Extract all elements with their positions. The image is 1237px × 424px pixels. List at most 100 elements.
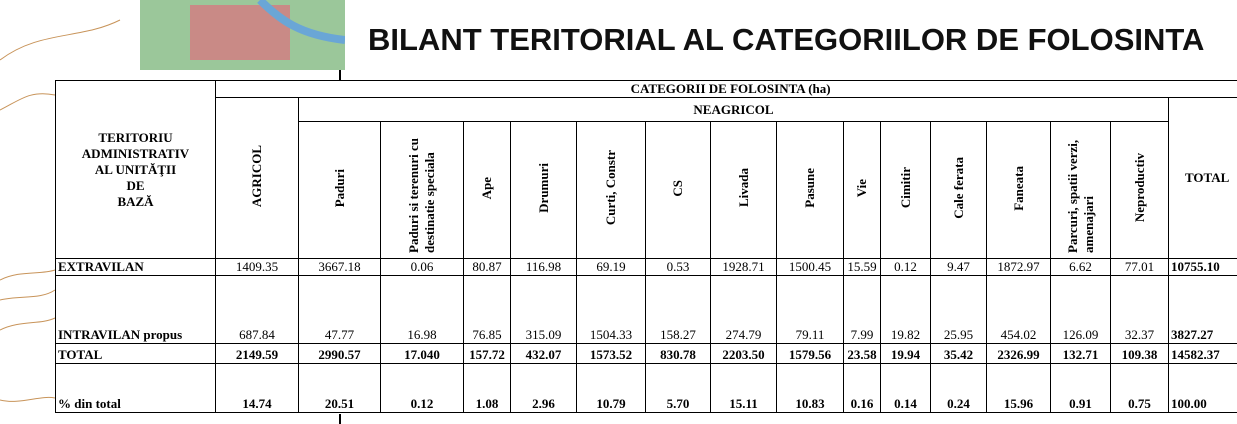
- cell: 0.06: [381, 259, 464, 276]
- cell: 0.16: [844, 364, 881, 413]
- cell: 9.47: [931, 259, 987, 276]
- column-header-text: TOTAL: [1185, 170, 1229, 185]
- cell: 7.99: [844, 276, 881, 344]
- cell: 20.51: [299, 364, 381, 413]
- column-header: Pasune: [777, 122, 844, 259]
- column-header-text: Vie: [854, 179, 870, 197]
- cell: 15.59: [844, 259, 881, 276]
- column-header: Paduri si terenuri cu destinatie special…: [381, 122, 464, 259]
- cell: 19.94: [881, 344, 931, 364]
- column-header: TOTAL: [1169, 98, 1237, 259]
- column-header: Drumuri: [511, 122, 577, 259]
- cell: 0.12: [381, 364, 464, 413]
- column-header-text: Pasune: [802, 168, 818, 208]
- column-header: Cale ferata: [931, 122, 987, 259]
- cell: 17.040: [381, 344, 464, 364]
- column-header: CS: [646, 122, 711, 259]
- cell: 10755.10: [1169, 259, 1237, 276]
- column-header-text: Cale ferata: [951, 157, 967, 219]
- cell: 3667.18: [299, 259, 381, 276]
- cell: 35.42: [931, 344, 987, 364]
- cell: 3827.27: [1169, 276, 1237, 344]
- column-header-text: Ape: [479, 177, 495, 199]
- cell: 76.85: [464, 276, 511, 344]
- cell: 109.38: [1111, 344, 1169, 364]
- cell: 132.71: [1051, 344, 1111, 364]
- column-header: Faneata: [987, 122, 1051, 259]
- cell: 2.96: [511, 364, 577, 413]
- row-label: % din total: [56, 364, 216, 413]
- row-header-line: TERITORIU: [58, 130, 213, 146]
- cell: 1579.56: [777, 344, 844, 364]
- cell: 432.07: [511, 344, 577, 364]
- cell: 47.77: [299, 276, 381, 344]
- column-header-text: Parcuri, spatii verzi, amenajari: [1065, 123, 1097, 253]
- cell: 25.95: [931, 276, 987, 344]
- cell: 0.14: [881, 364, 931, 413]
- column-header-text: Drumuri: [536, 163, 552, 213]
- cell: 79.11: [777, 276, 844, 344]
- data-row: EXTRAVILAN1409.353667.180.0680.87116.986…: [56, 259, 1237, 276]
- title: BILANT TERITORIAL AL CATEGORIILOR DE FOL…: [368, 22, 1204, 58]
- cell: 1409.35: [216, 259, 299, 276]
- column-header-text: Cimitir: [898, 167, 914, 208]
- row-header-line: ADMINISTRATIV: [58, 146, 213, 162]
- cell: 1.08: [464, 364, 511, 413]
- cell: 32.37: [1111, 276, 1169, 344]
- row-header-line: AL UNITĂŢII: [58, 162, 213, 178]
- cell: 126.09: [1051, 276, 1111, 344]
- cell: 116.98: [511, 259, 577, 276]
- cell: 0.91: [1051, 364, 1111, 413]
- column-header-text: Livada: [736, 168, 752, 207]
- row-label: INTRAVILAN propus: [56, 276, 216, 344]
- column-header-text: Curti, Constr: [603, 150, 619, 225]
- column-header: Paduri: [299, 122, 381, 259]
- subgroup-header: NEAGRICOL: [299, 98, 1169, 122]
- cell: 15.11: [711, 364, 777, 413]
- column-header: Parcuri, spatii verzi, amenajari: [1051, 122, 1111, 259]
- column-header-text: Paduri si terenuri cu destinatie special…: [406, 123, 438, 253]
- page: BILANT TERITORIAL AL CATEGORIILOR DE FOL…: [0, 0, 1237, 424]
- column-header: Ape: [464, 122, 511, 259]
- cell: 10.79: [577, 364, 646, 413]
- cell: 2326.99: [987, 344, 1051, 364]
- column-header-text: Faneata: [1011, 166, 1027, 211]
- header-row: AGRICOLNEAGRICOLTOTAL: [56, 98, 1237, 122]
- column-header: AGRICOL: [216, 98, 299, 259]
- cell: 274.79: [711, 276, 777, 344]
- column-header-text: AGRICOL: [249, 145, 265, 207]
- column-header: Vie: [844, 122, 881, 259]
- cell: 16.98: [381, 276, 464, 344]
- cell: 0.75: [1111, 364, 1169, 413]
- cell: 5.70: [646, 364, 711, 413]
- column-header: Livada: [711, 122, 777, 259]
- cell: 69.19: [577, 259, 646, 276]
- cell: 1872.97: [987, 259, 1051, 276]
- cell: 1573.52: [577, 344, 646, 364]
- group-header: CATEGORII DE FOLOSINTA (ha): [216, 81, 1237, 98]
- column-header-text: Neproductiv: [1132, 153, 1148, 222]
- column-header-text: Paduri: [332, 169, 348, 207]
- cell: 10.83: [777, 364, 844, 413]
- data-row: TOTAL2149.592990.5717.040157.72432.07157…: [56, 344, 1237, 364]
- cell: 1500.45: [777, 259, 844, 276]
- cell: 2149.59: [216, 344, 299, 364]
- cell: 19.82: [881, 276, 931, 344]
- cell: 0.12: [881, 259, 931, 276]
- cell: 158.27: [646, 276, 711, 344]
- cell: 1928.71: [711, 259, 777, 276]
- column-header-text: CS: [670, 180, 686, 197]
- cell: 80.87: [464, 259, 511, 276]
- cell: 157.72: [464, 344, 511, 364]
- cell: 454.02: [987, 276, 1051, 344]
- cell: 687.84: [216, 276, 299, 344]
- cell: 100.00: [1169, 364, 1237, 413]
- cell: 2203.50: [711, 344, 777, 364]
- cell: 6.62: [1051, 259, 1111, 276]
